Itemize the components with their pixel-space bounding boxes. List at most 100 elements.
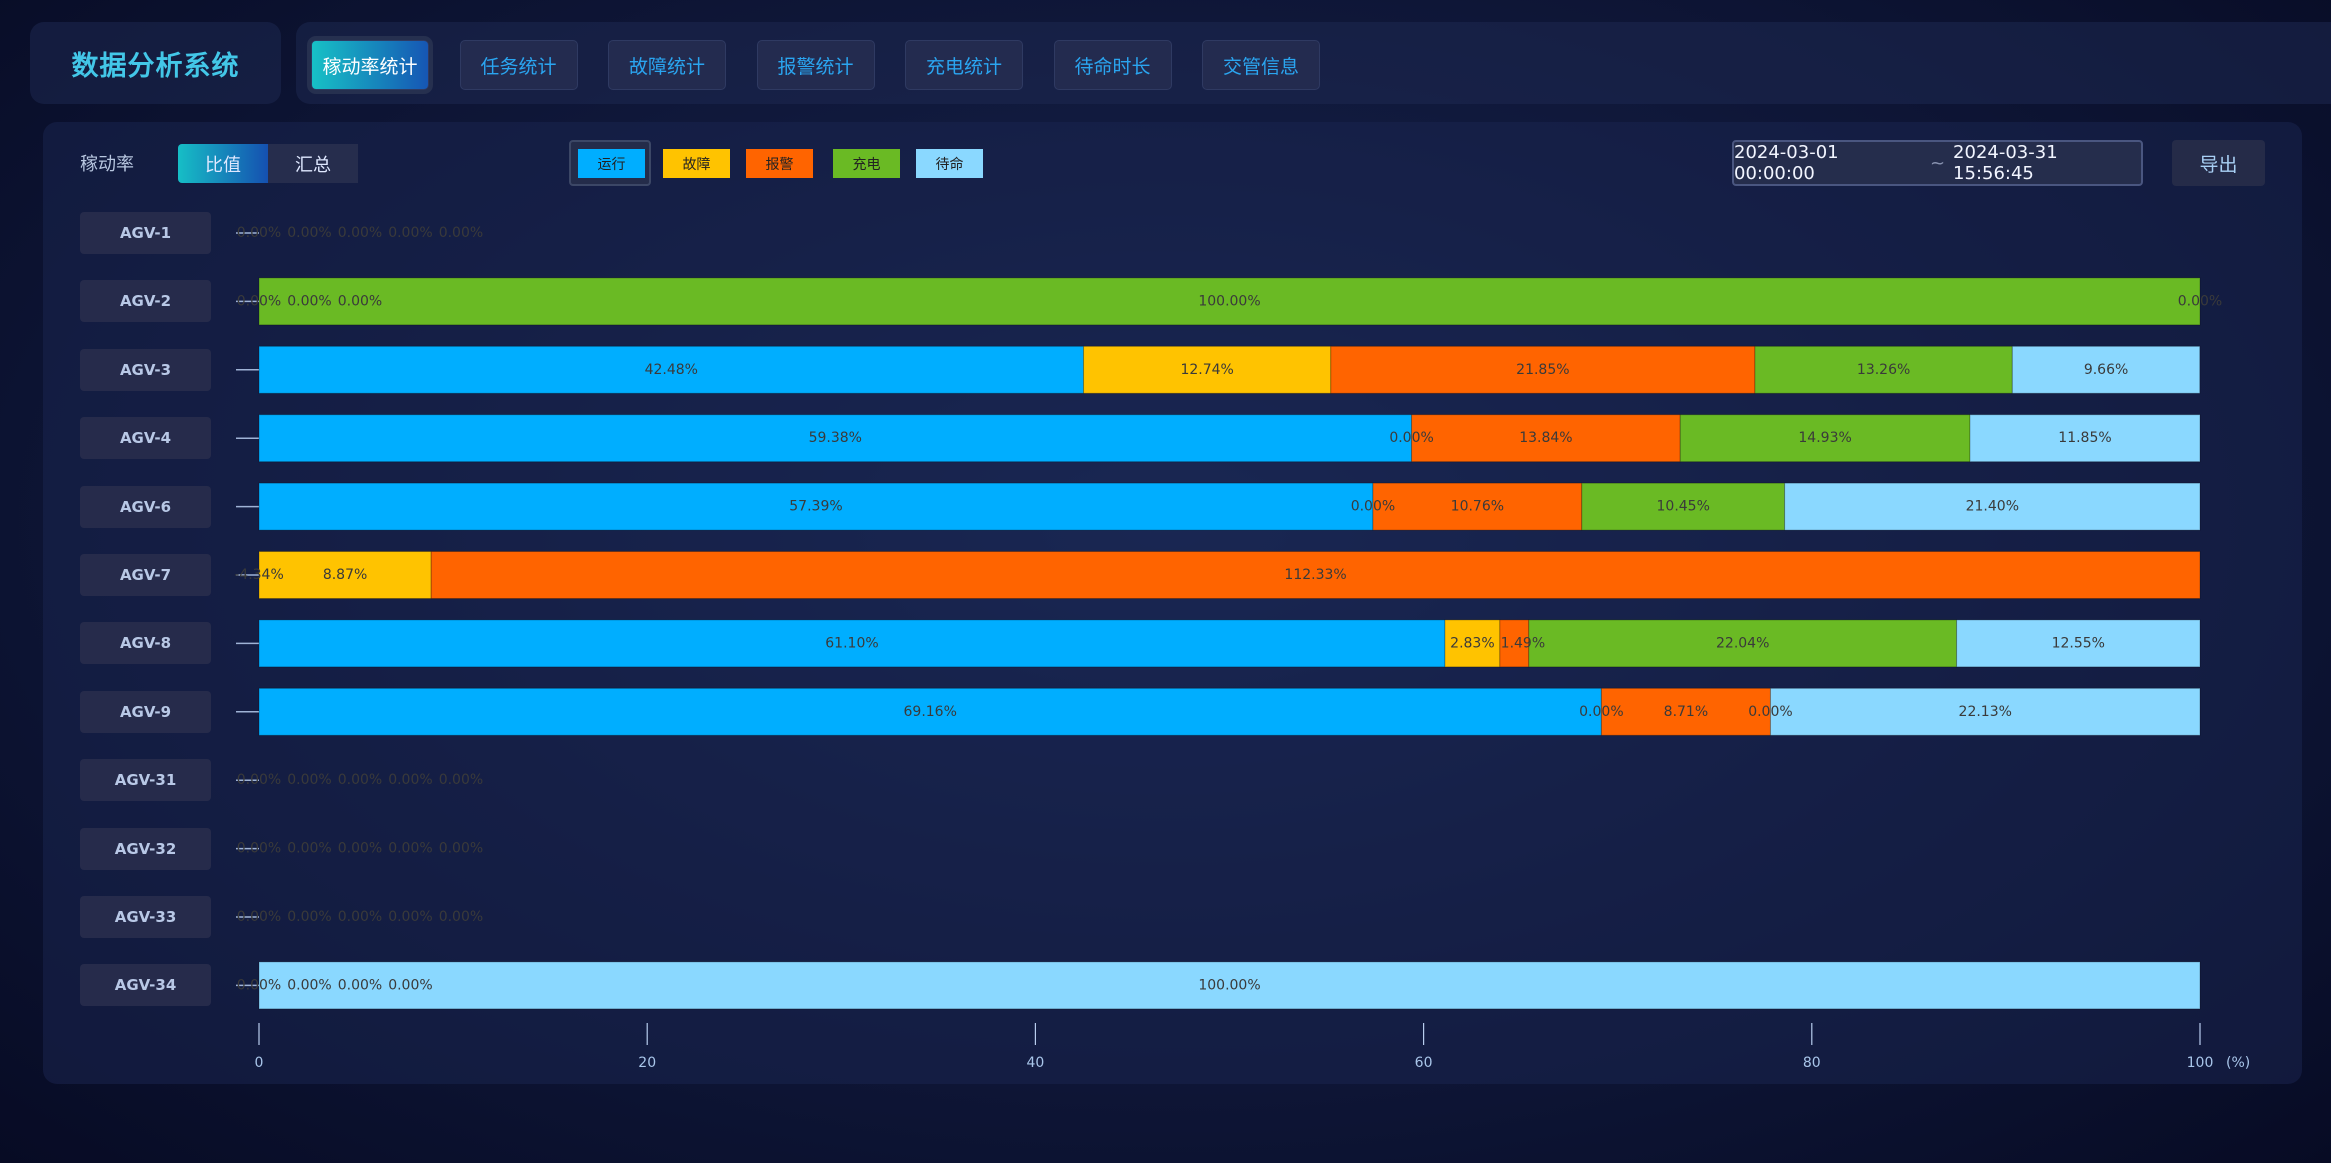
app-title: 数据分析系统 [30, 22, 281, 104]
x-tick-label: 60 [1415, 1055, 1433, 1071]
data-label: 0.00% [439, 772, 483, 788]
data-label: 0.00% [1748, 704, 1792, 720]
data-label: 13.26% [1857, 362, 1910, 378]
agv-label: AGV-3 [80, 348, 211, 391]
legend-item-0[interactable]: 运行 [578, 149, 645, 178]
data-label: 21.85% [1516, 362, 1569, 378]
data-label: 1.49% [1501, 635, 1545, 651]
data-label: 12.74% [1180, 362, 1233, 378]
legend-item-4[interactable]: 待命 [916, 149, 983, 178]
data-label: 112.33% [1284, 567, 1346, 583]
nav-tab-6[interactable]: 交管信息 [1202, 40, 1320, 90]
data-label: 0.00% [237, 841, 281, 857]
data-label: 14.93% [1798, 430, 1851, 446]
data-label: 0.00% [1389, 430, 1433, 446]
agv-label: AGV-34 [80, 964, 211, 1007]
data-label: 0.00% [237, 225, 281, 241]
data-label: 22.13% [1959, 704, 2012, 720]
legend-item-1[interactable]: 故障 [663, 149, 730, 178]
data-label: 100.00% [1198, 293, 1260, 309]
bar-segment [1784, 482, 2201, 531]
bar-segment [1083, 345, 1332, 394]
nav-tab-3[interactable]: 报警统计 [756, 40, 875, 90]
bar-segment [2011, 345, 2201, 394]
agv-label: AGV-32 [80, 827, 211, 870]
agv-label: AGV-31 [80, 759, 211, 802]
export-button[interactable]: 导出 [2172, 140, 2265, 186]
data-label: 0.00% [2178, 293, 2222, 309]
x-tick-label: 100 [2187, 1055, 2214, 1071]
data-label: 0.00% [388, 772, 432, 788]
metric-label: 稼动率 [80, 154, 134, 175]
data-label: 0.00% [287, 772, 331, 788]
x-tick-label: 0 [255, 1055, 264, 1071]
data-label: 0.00% [287, 225, 331, 241]
agv-label: AGV-6 [80, 485, 211, 528]
data-label: 0.00% [1351, 499, 1395, 515]
data-label: 0.00% [287, 977, 331, 993]
nav-tab-4[interactable]: 充电统计 [905, 40, 1023, 90]
data-label: 22.04% [1716, 635, 1769, 651]
data-label: 8.87% [323, 567, 367, 583]
data-label: 10.45% [1657, 499, 1710, 515]
bar-segment [258, 482, 1374, 531]
agv-label: AGV-7 [80, 554, 211, 596]
data-label: 0.00% [388, 841, 432, 857]
date-range-picker[interactable]: 2024-03-01 00:00:00 ~ 2024-03-31 15:56:4… [1732, 140, 2143, 186]
data-label: 0.00% [287, 841, 331, 857]
bar-segment [1769, 687, 2201, 736]
data-label: 0.00% [237, 293, 281, 309]
bar-segment [258, 345, 1085, 394]
data-label: 0.00% [388, 225, 432, 241]
date-separator: ~ [1929, 152, 1946, 174]
data-label: -4.34% [234, 567, 284, 583]
data-label: 9.66% [2084, 362, 2128, 378]
bar-segment [1444, 619, 1501, 668]
agv-label: AGV-8 [80, 622, 211, 665]
data-label: 8.71% [1664, 704, 1708, 720]
data-label: 0.00% [338, 293, 382, 309]
data-label: 42.48% [645, 362, 698, 378]
data-label: 0.00% [1579, 704, 1623, 720]
date-end: 2024-03-31 15:56:45 [1953, 142, 2058, 184]
data-label: 0.00% [237, 977, 281, 993]
agv-label: AGV-2 [80, 280, 211, 323]
data-label: 0.00% [338, 841, 382, 857]
bar-segment [1528, 619, 1958, 668]
view-toggle: 比值 汇总 [178, 144, 358, 183]
bar-segment [1956, 619, 2201, 668]
x-tick-label: 40 [1026, 1055, 1044, 1071]
data-label: 0.00% [439, 909, 483, 925]
data-label: 0.00% [338, 909, 382, 925]
bar-segment [1411, 414, 1681, 463]
toggle-summary[interactable]: 汇总 [268, 144, 358, 183]
bar-segment [1330, 345, 1756, 394]
bar-segment [258, 277, 2201, 326]
data-label: 2.83% [1450, 635, 1494, 651]
data-label: 0.00% [287, 293, 331, 309]
nav-tab-5[interactable]: 待命时长 [1053, 40, 1172, 90]
top-nav: 稼动率统计 任务统计 故障统计 报警统计 充电统计 待命时长 交管信息 [296, 22, 2331, 104]
bar-segment [1581, 482, 1786, 531]
data-label: 0.00% [388, 909, 432, 925]
data-label: 57.39% [789, 499, 842, 515]
bar-segment [1969, 414, 2201, 463]
data-label: 0.00% [237, 909, 281, 925]
agv-label: AGV-4 [80, 417, 211, 460]
data-label: 21.40% [1966, 499, 2019, 515]
nav-tab-1[interactable]: 任务统计 [459, 40, 578, 90]
legend-item-2[interactable]: 报警 [746, 149, 813, 178]
bar-segment [1499, 619, 1530, 668]
agv-label: AGV-33 [80, 896, 211, 938]
agv-label: AGV-9 [80, 690, 211, 733]
data-label: 59.38% [809, 430, 862, 446]
data-label: 12.55% [2052, 635, 2105, 651]
toggle-ratio[interactable]: 比值 [178, 144, 268, 183]
date-start: 2024-03-01 00:00:00 [1734, 142, 1839, 184]
legend-item-3[interactable]: 充电 [833, 149, 900, 178]
x-axis-unit: (%) [2226, 1055, 2250, 1071]
nav-tab-2[interactable]: 故障统计 [608, 40, 726, 90]
bar-segment [258, 551, 432, 599]
data-label: 0.00% [338, 977, 382, 993]
nav-tab-0[interactable]: 稼动率统计 [311, 40, 429, 90]
